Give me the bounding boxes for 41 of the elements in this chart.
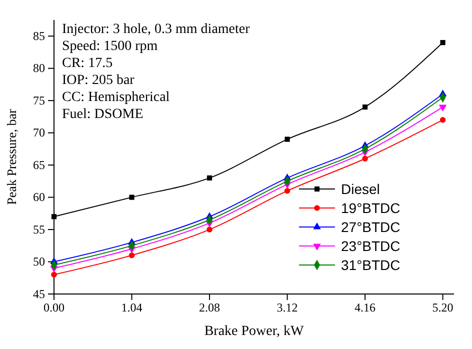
legend-label: 27°BTDC: [341, 219, 400, 235]
point: [128, 252, 135, 258]
point: [440, 117, 446, 123]
y-axis-title: Peak Pressure, bar: [4, 108, 19, 205]
x-tick-label: 4.16: [354, 300, 376, 315]
x-tick-label: 1.04: [121, 300, 142, 315]
point: [129, 194, 134, 200]
point: [51, 272, 57, 278]
x-tick-label: 0.00: [44, 300, 64, 315]
x-tick-label: 5.20: [432, 300, 454, 315]
legend-label: 19°BTDC: [341, 200, 400, 216]
point: [206, 175, 212, 180]
y-tick-label: 75: [33, 93, 45, 108]
x-tick-label: 2.08: [199, 300, 220, 315]
x-tick-label: 3.12: [276, 300, 298, 315]
y-tick-label: 65: [33, 158, 45, 172]
point: [362, 104, 368, 110]
y-tick-label: 55: [33, 222, 45, 236]
point: [438, 104, 447, 112]
y-tick-label: 80: [33, 61, 45, 76]
annotation: CC: Hemispherical: [62, 90, 170, 105]
y-tick-label: 50: [33, 254, 45, 269]
legend-label: 23°BTDC: [341, 238, 400, 254]
legend-label: Diesel: [341, 181, 380, 197]
point: [206, 226, 212, 232]
annotation: Speed: 1500 rpm: [62, 39, 158, 54]
y-tick-label: 60: [33, 190, 45, 204]
point: [51, 214, 57, 220]
annotation: IOP: 205 bar: [62, 73, 135, 88]
annotation: Injector: 3 hole, 0.3 mm diameter: [62, 22, 250, 37]
x-axis-title: Brake Power, kW: [204, 324, 304, 339]
annotation: CR: 17.5: [62, 56, 113, 71]
annotation: Fuel: DSOME: [62, 107, 144, 122]
point: [440, 40, 446, 46]
point: [362, 156, 368, 162]
y-tick-label: 85: [33, 28, 45, 43]
y-tick-label: 45: [33, 286, 45, 301]
point: [284, 188, 290, 194]
y-tick-label: 70: [33, 126, 45, 140]
point: [284, 136, 290, 142]
legend-label: 31°BTDC: [341, 257, 400, 273]
